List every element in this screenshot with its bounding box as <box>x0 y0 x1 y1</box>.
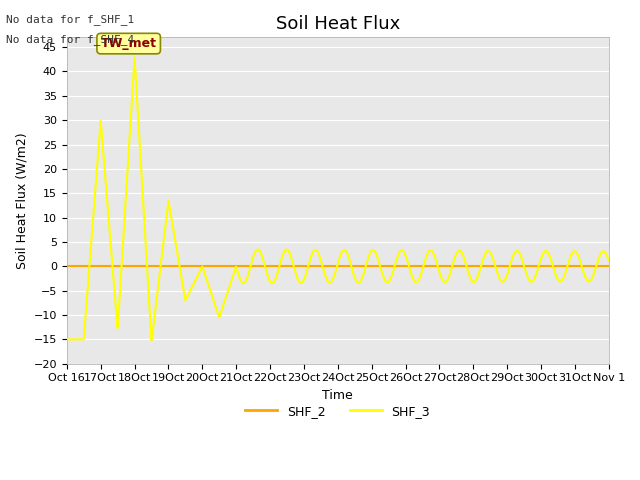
X-axis label: Time: Time <box>323 389 353 402</box>
SHF_2 <box>605 264 612 269</box>
SHF_3 <box>590 271 598 277</box>
SHF_3 <box>313 247 321 253</box>
Text: No data for f_SHF_1: No data for f_SHF_1 <box>6 14 134 25</box>
SHF_3 <box>490 259 498 265</box>
SHF_3 <box>91 198 99 204</box>
SHF_3 <box>63 336 70 342</box>
Text: No data for f_SHF_4: No data for f_SHF_4 <box>6 34 134 45</box>
Title: Soil Heat Flux: Soil Heat Flux <box>276 15 400 33</box>
SHF_2 <box>561 264 569 269</box>
Y-axis label: Soil Heat Flux (W/m2): Soil Heat Flux (W/m2) <box>15 132 28 269</box>
SHF_2 <box>342 264 350 269</box>
SHF_3 <box>131 55 138 60</box>
SHF_3 <box>327 279 335 285</box>
SHF_2 <box>189 264 196 269</box>
Legend: SHF_2, SHF_3: SHF_2, SHF_3 <box>241 400 435 423</box>
Text: TW_met: TW_met <box>100 37 157 50</box>
SHF_3 <box>148 337 156 343</box>
SHF_2 <box>167 264 175 269</box>
SHF_2 <box>63 264 70 269</box>
Line: SHF_3: SHF_3 <box>67 58 609 340</box>
SHF_2 <box>386 264 394 269</box>
SHF_2 <box>578 264 586 269</box>
SHF_3 <box>605 258 612 264</box>
SHF_3 <box>589 272 597 277</box>
